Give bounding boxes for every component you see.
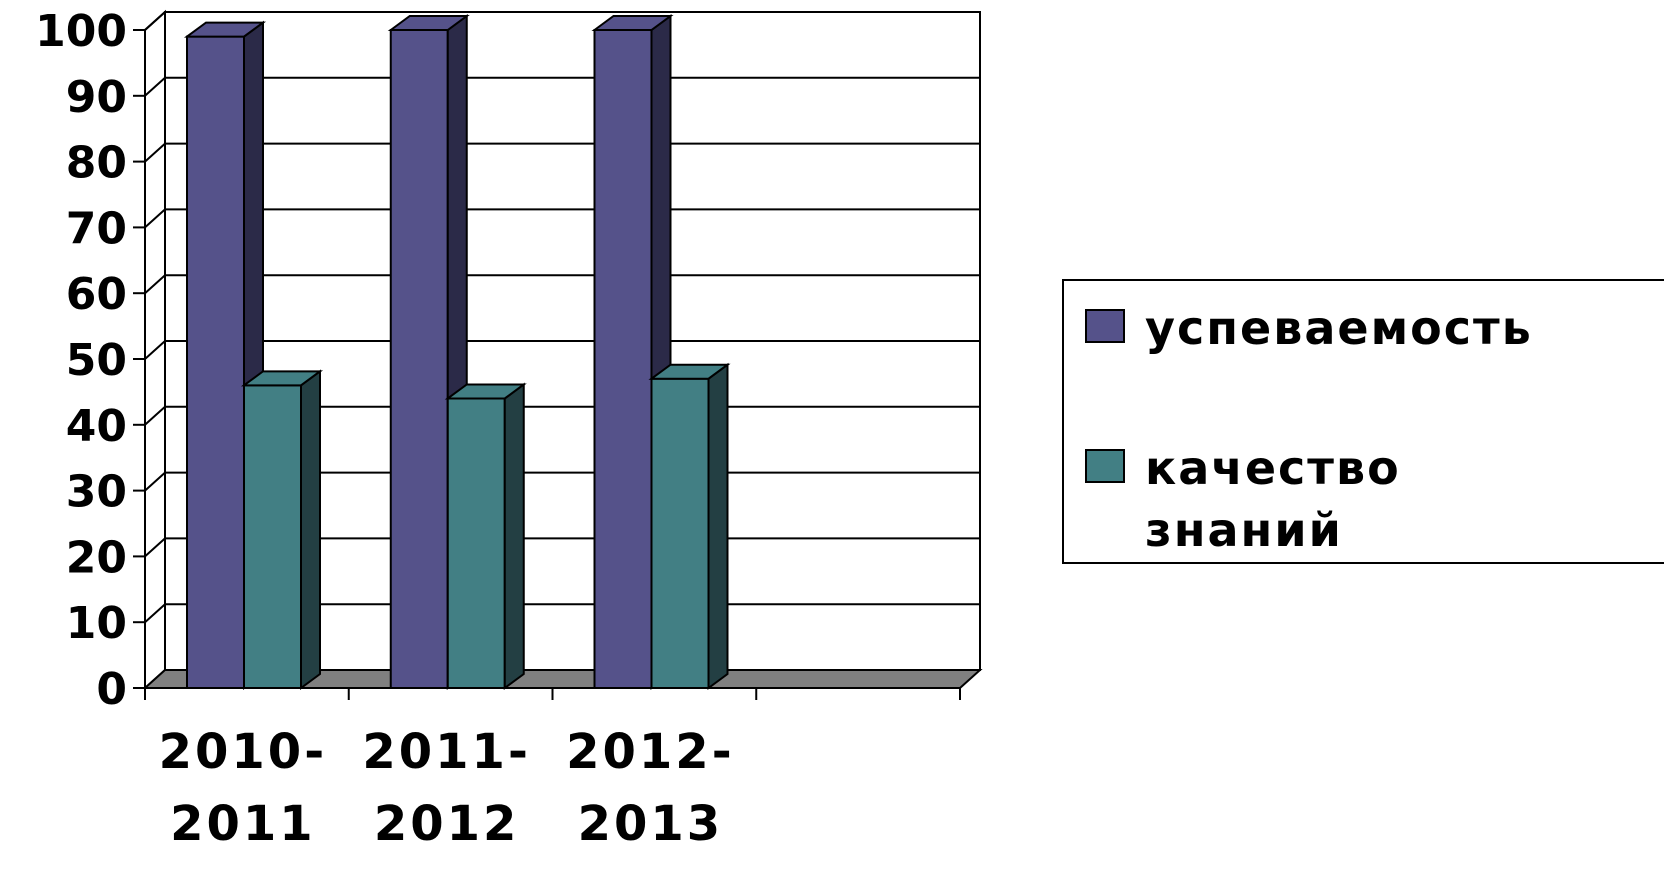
bar [183,20,267,690]
bar [240,369,324,690]
bar [444,382,527,690]
bar-top [648,363,731,380]
y-tick-label: 50 [66,335,127,386]
bar-front [593,29,653,689]
x-tick-label: 2010- [159,724,328,780]
x-tick-label: 2012- [566,724,735,780]
y-tick-label: 10 [66,598,127,649]
bar-top [444,383,527,400]
legend-label: знаний [1145,503,1343,557]
bar-front [186,35,245,689]
bar-front [243,384,302,689]
bar-top [240,370,324,387]
x-axis-ticks: 2010- 2011 2011- 2012 2012- 2013 [144,688,961,852]
bar [648,362,731,690]
legend-swatch [1085,449,1125,483]
bar-top [591,15,674,31]
bar-side [707,362,729,690]
bar-series [183,14,731,690]
gridline [144,208,980,229]
x-tick-label: 2011 [170,796,316,852]
x-tick-label: 2013 [578,796,724,852]
y-tick-label: 60 [66,269,127,320]
bar-top [183,21,267,38]
legend-label: качество [1145,441,1401,495]
y-axis-ticks: 0 10 20 30 40 50 60 70 80 90 100 [35,6,145,715]
bar-front [650,377,710,689]
bar-front [389,29,449,689]
gridline [144,11,980,31]
bar-side [300,369,321,690]
y-tick-label: 40 [66,401,127,452]
gridline [144,76,980,97]
gridline [144,274,980,294]
y-tick-label: 90 [66,72,127,123]
bar-top [387,15,470,31]
legend-label: успеваемость [1145,301,1533,355]
legend-swatch [1085,309,1125,343]
x-tick-label: 2011- [362,724,531,780]
y-tick-label: 80 [66,138,127,189]
bar-side [503,382,525,690]
y-tick-label: 20 [66,532,127,583]
y-tick-label: 100 [35,6,127,57]
legend-box [1062,279,1664,564]
x-tick-label: 2012 [374,796,520,852]
gridline [144,142,980,163]
bar-front [446,397,506,689]
y-tick-label: 0 [96,664,127,715]
gridline [144,340,980,360]
y-tick-label: 70 [66,203,127,254]
y-tick-label: 30 [66,467,127,518]
legend: успеваемость качество знаний [1062,279,1664,564]
